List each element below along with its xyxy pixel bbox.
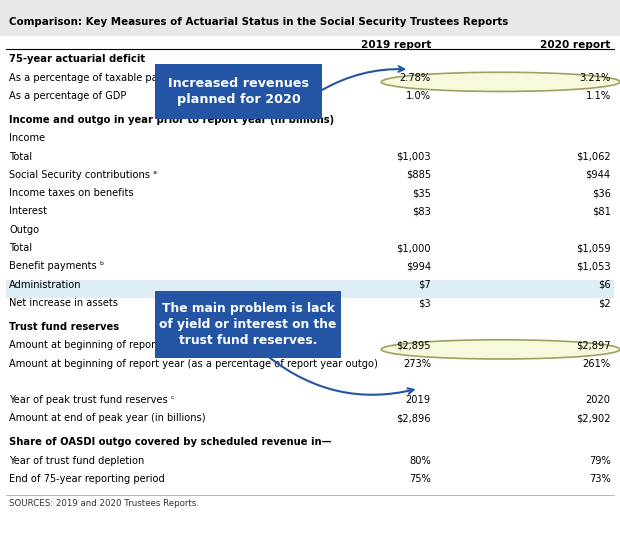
- Text: Total: Total: [9, 243, 32, 253]
- Text: $35: $35: [412, 188, 431, 198]
- Text: $1,062: $1,062: [576, 152, 611, 162]
- Text: Comparison: Key Measures of Actuarial Status in the Social Security Trustees Rep: Comparison: Key Measures of Actuarial St…: [9, 17, 508, 27]
- Text: Benefit payments ᵇ: Benefit payments ᵇ: [9, 261, 105, 271]
- Text: Income and outgo in year prior to report year (in billions): Income and outgo in year prior to report…: [9, 115, 334, 125]
- Text: Outgo: Outgo: [9, 225, 40, 235]
- Text: Income: Income: [9, 133, 45, 143]
- Text: Net increase in assets: Net increase in assets: [9, 298, 118, 308]
- Text: $83: $83: [412, 206, 431, 216]
- Text: 2.78%: 2.78%: [400, 73, 431, 83]
- Text: 2020 report: 2020 report: [540, 40, 611, 50]
- Text: $1,000: $1,000: [396, 243, 431, 253]
- Text: $81: $81: [591, 206, 611, 216]
- FancyBboxPatch shape: [155, 64, 322, 119]
- Text: $885: $885: [405, 170, 431, 180]
- Text: As a percentage of taxable payroll: As a percentage of taxable payroll: [9, 73, 179, 83]
- FancyBboxPatch shape: [155, 291, 341, 358]
- Text: Trust fund reserves: Trust fund reserves: [9, 322, 120, 332]
- Text: SOURCES: 2019 and 2020 Trustees Reports.: SOURCES: 2019 and 2020 Trustees Reports.: [9, 499, 199, 508]
- Text: Income taxes on benefits: Income taxes on benefits: [9, 188, 134, 198]
- Text: $2,895: $2,895: [396, 340, 431, 350]
- Ellipse shape: [381, 72, 620, 92]
- Text: Amount at beginning of report year (as a percentage of report year outgo): Amount at beginning of report year (as a…: [9, 359, 378, 369]
- Text: 80%: 80%: [409, 456, 431, 466]
- Text: 2019 report: 2019 report: [360, 40, 431, 50]
- Text: Social Security contributions ᵃ: Social Security contributions ᵃ: [9, 170, 157, 180]
- Text: $36: $36: [592, 188, 611, 198]
- Text: $2: $2: [598, 298, 611, 308]
- Text: $2,896: $2,896: [396, 413, 431, 423]
- Text: $2,902: $2,902: [576, 413, 611, 423]
- Text: Total: Total: [9, 152, 32, 162]
- FancyBboxPatch shape: [6, 280, 614, 298]
- Text: $7: $7: [418, 280, 431, 290]
- Text: 3.21%: 3.21%: [580, 73, 611, 83]
- Text: 75%: 75%: [409, 474, 431, 484]
- Text: $994: $994: [405, 261, 431, 271]
- Text: $944: $944: [585, 170, 611, 180]
- Text: As a percentage of GDP: As a percentage of GDP: [9, 91, 126, 101]
- Text: Year of peak trust fund reserves ᶜ: Year of peak trust fund reserves ᶜ: [9, 395, 175, 405]
- Text: 261%: 261%: [583, 359, 611, 369]
- Text: 73%: 73%: [589, 474, 611, 484]
- Text: Year of trust fund depletion: Year of trust fund depletion: [9, 456, 144, 466]
- Text: Share of OASDI outgo covered by scheduled revenue in—: Share of OASDI outgo covered by schedule…: [9, 437, 332, 447]
- Text: $1,003: $1,003: [396, 152, 431, 162]
- Text: $3: $3: [418, 298, 431, 308]
- Text: $1,059: $1,059: [576, 243, 611, 253]
- Text: $1,053: $1,053: [576, 261, 611, 271]
- Text: $6: $6: [598, 280, 611, 290]
- Text: $2,897: $2,897: [576, 340, 611, 350]
- Text: 2020: 2020: [586, 395, 611, 405]
- Text: 75-year actuarial deficit: 75-year actuarial deficit: [9, 54, 146, 64]
- Text: 1.0%: 1.0%: [406, 91, 431, 101]
- FancyBboxPatch shape: [0, 0, 620, 36]
- Text: Increased revenues
planned for 2020: Increased revenues planned for 2020: [168, 77, 309, 106]
- Text: 1.1%: 1.1%: [585, 91, 611, 101]
- Text: Administration: Administration: [9, 280, 82, 290]
- Text: Amount at beginning of report year (in billions): Amount at beginning of report year (in b…: [9, 340, 242, 350]
- Text: Interest: Interest: [9, 206, 47, 216]
- Ellipse shape: [381, 340, 620, 359]
- Text: End of 75-year reporting period: End of 75-year reporting period: [9, 474, 165, 484]
- Text: 273%: 273%: [403, 359, 431, 369]
- Text: 2019: 2019: [405, 395, 431, 405]
- Text: 79%: 79%: [589, 456, 611, 466]
- Text: The main problem is lack
of yield or interest on the
trust fund reserves.: The main problem is lack of yield or int…: [159, 302, 337, 347]
- Text: Amount at end of peak year (in billions): Amount at end of peak year (in billions): [9, 413, 206, 423]
